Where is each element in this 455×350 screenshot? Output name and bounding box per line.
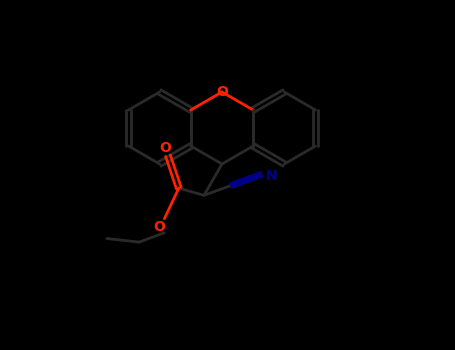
Text: N: N xyxy=(266,169,277,183)
Text: O: O xyxy=(153,220,165,234)
Text: O: O xyxy=(159,141,171,155)
Text: O: O xyxy=(216,85,228,99)
